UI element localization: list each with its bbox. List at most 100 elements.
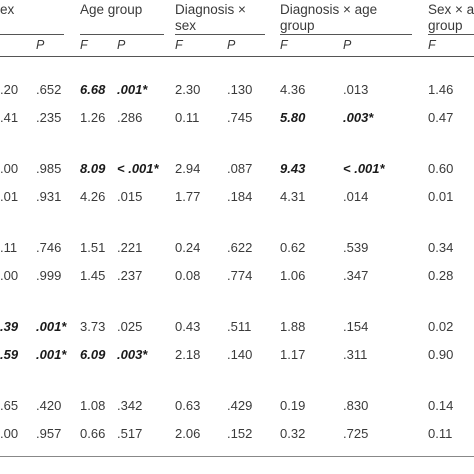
table-cell: .087 [227,161,253,176]
table-cell: 1.17 [280,347,306,362]
table-cell: .00 [0,268,19,283]
table-cell: .286 [117,110,143,125]
table-cell: .003* [343,110,374,125]
table-cell: .65 [0,398,19,413]
table-cell: 0.28 [428,268,454,283]
table-cell: .237 [117,268,143,283]
table-cell: .001* [117,82,148,97]
header-diagnosis-age-line1: Diagnosis × age [280,2,378,17]
table-cell: .985 [36,161,62,176]
header-rule-sex [0,34,64,35]
table-cell: 1.51 [80,240,106,255]
table-cell: 2.06 [175,426,201,441]
table-cell: .517 [117,426,143,441]
table-cell: .957 [36,426,62,441]
table-cell: .025 [117,319,143,334]
subheader-p: P [227,38,236,52]
table-cell: .931 [36,189,62,204]
table-cell: .999 [36,268,62,283]
subheader-rule [0,56,474,57]
table-cell: 0.01 [428,189,454,204]
table-cell: .830 [343,398,369,413]
table-cell: 0.34 [428,240,454,255]
table-cell: .130 [227,82,253,97]
table-cell: .152 [227,426,253,441]
table-cell: 0.19 [280,398,306,413]
table-cell: 0.43 [175,319,201,334]
header-rule-diagnosis-age [280,34,412,35]
subheader-f: F [80,38,88,52]
table-cell: .347 [343,268,369,283]
table-cell: 1.06 [280,268,306,283]
table-cell: .39 [0,319,19,334]
table-cell: .11 [0,240,18,255]
header-diagnosis-sex-line1: Diagnosis × [175,2,246,17]
subheader-f: F [428,38,436,52]
table-cell: .774 [227,268,253,283]
table-cell: 0.11 [428,426,453,441]
header-rule-sex-age [428,34,474,35]
header-diagnosis-age-line2: group [280,18,315,33]
subheader-f: F [175,38,183,52]
table-cell: .003* [117,347,148,362]
bottom-rule [0,456,474,457]
table-cell: 3.73 [80,319,106,334]
table-cell: .001* [36,347,67,362]
subheader-p: P [36,38,45,52]
table-cell: 2.94 [175,161,201,176]
table-cell: .013 [343,82,369,97]
table-cell: .420 [36,398,62,413]
table-cell: 1.88 [280,319,306,334]
table-cell: .00 [0,161,19,176]
header-rule-age-group [80,34,164,35]
table-cell: .622 [227,240,253,255]
header-age-group: Age group [80,2,143,17]
table-cell: 0.63 [175,398,201,413]
table-cell: 2.30 [175,82,201,97]
table-cell: 0.24 [175,240,201,255]
table-cell: .154 [343,319,369,334]
table-cell: .511 [227,319,252,334]
table-cell: .184 [227,189,253,204]
table-cell: 1.26 [80,110,106,125]
table-cell: .725 [343,426,369,441]
table-cell: 1.46 [428,82,454,97]
table-cell: 0.66 [80,426,106,441]
table-cell: .652 [36,82,62,97]
table-cell: 1.08 [80,398,106,413]
table-cell: < .001* [117,161,159,176]
table-cell: .00 [0,426,19,441]
header-rule-diagnosis-sex [175,34,265,35]
table-cell: .539 [343,240,369,255]
table-cell: .014 [343,189,369,204]
table-cell: < .001* [343,161,385,176]
table-cell: .429 [227,398,253,413]
table-cell: 0.08 [175,268,201,283]
table-cell: 4.31 [280,189,306,204]
table-cell: .20 [0,82,19,97]
table-cell: .746 [36,240,62,255]
table-cell: 0.14 [428,398,454,413]
header-sex: ex [0,2,15,17]
table-cell: 6.68 [80,82,106,97]
table-cell: 1.45 [80,268,106,283]
table-cell: .221 [117,240,143,255]
table-cell: .745 [227,110,253,125]
table-cell: 2.18 [175,347,201,362]
subheader-p: P [343,38,352,52]
table-cell: 0.90 [428,347,454,362]
table-cell: 0.62 [280,240,306,255]
table-cell: .311 [343,347,368,362]
table-cell: 8.09 [80,161,106,176]
table-cell: 0.32 [280,426,306,441]
table-cell: .41 [0,110,19,125]
table-cell: .235 [36,110,62,125]
table-cell: 1.77 [175,189,201,204]
subheader-f: F [280,38,288,52]
table-cell: .015 [117,189,143,204]
table-cell: 0.02 [428,319,454,334]
table-cell: .01 [0,189,19,204]
table-cell: .001* [36,319,67,334]
table-cell: 0.47 [428,110,454,125]
table-cell: 9.43 [280,161,306,176]
